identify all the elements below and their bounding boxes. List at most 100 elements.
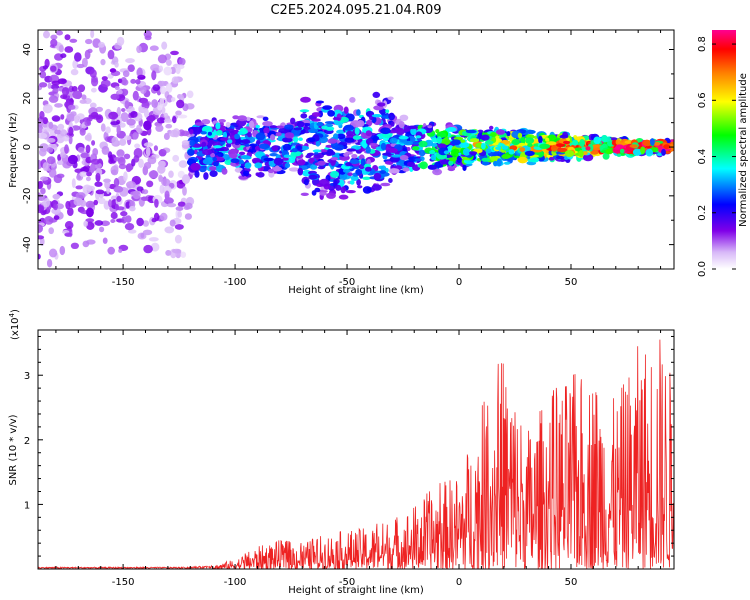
spectrogram-cell [590,150,599,155]
spectrogram-cell [123,153,131,160]
spectrogram-cell [73,197,84,206]
spectrogram-cell [116,124,121,135]
spectrogram-cell [186,90,194,99]
spectrogram-cell [177,114,188,119]
spectrogram-cell [136,67,143,78]
spectrogram-cell [162,185,172,195]
spectrogram-cell [143,120,152,131]
spectrogram-cell [216,129,223,136]
spectrogram-cell [361,139,367,148]
spectrogram-cell [271,145,279,152]
spectrogram-cell [114,204,120,211]
spectrogram-cell [175,206,184,211]
spectrogram-cell [109,154,117,164]
spectrogram-cell [582,151,588,156]
spectrogram-cell [136,45,142,54]
spectrogram-cell [126,181,136,189]
spectrogram-cell [148,114,156,121]
spectrogram-cell [143,30,152,38]
spectrogram-cell [190,162,201,171]
spectrogram-cell [107,49,115,60]
spectrogram-cell [70,242,79,249]
spectrogram-cell [238,175,249,180]
spectrogram-cell [56,173,65,179]
colorbar-tick-label: 0.4 [697,149,708,165]
spectrogram-cell [130,191,140,196]
spectrogram-cell [605,148,613,155]
spectrogram-cell [117,78,123,84]
spectrogram-cell [124,223,135,231]
spectrogram-cell [517,142,526,147]
spectrogram-cell [100,220,111,227]
snr-series [38,339,674,569]
spectrogram-cell [215,122,221,130]
spectrogram-cell [258,143,270,150]
spectrogram-cell [142,220,149,227]
spectrogram-cell [316,121,324,127]
spectrogram-cell [418,149,426,157]
spectrogram-cell [137,74,146,80]
spectrogram-cell [254,145,261,151]
spectrogram-cell [551,144,558,152]
spectrogram-cell [246,116,251,122]
spectrogram-cell [113,157,120,162]
spectrogram-cell [298,137,303,141]
spectrogram-cell [174,78,179,84]
spectrogram-cell [48,227,54,235]
spectrogram-cell [402,147,408,152]
spectrogram-cell [244,162,252,169]
spectrogram-cell [140,86,147,94]
spectrogram-cell [41,127,52,134]
spectrogram-cell [389,137,398,144]
spectrogram-cell [299,109,310,113]
spectrogram-cell [177,210,182,218]
spectrogram-cell [496,158,502,167]
spectrogram-cell [256,139,261,145]
spectrogram-cell [399,114,409,122]
spectrogram-cell [146,180,154,188]
spectrogram-cell [380,182,391,187]
y-tick-label: -20 [22,188,33,204]
spectrogram-cell [460,139,466,143]
y-tick-label: 1 [24,500,30,511]
spectrogram-cell [527,143,533,147]
spectrogram-cell [388,112,395,121]
spectrogram-cell [46,156,56,165]
spectrogram-cell [165,250,172,256]
spectrogram-cell [176,64,185,70]
spectrogram-cell [349,180,355,185]
spectrogram-cell [58,45,64,53]
spectrogram-cell [614,146,622,150]
spectrogram-cell [345,190,356,194]
spectrogram-cell [269,125,278,129]
spectrogram-cell [209,170,218,178]
spectrogram-cell [189,139,195,147]
spectrogram-cell [127,64,135,72]
spectrogram-cell [562,140,571,145]
spectrogram-cell [39,70,47,79]
spectrogram-cell [379,170,387,174]
spectrogram-cell [148,170,159,179]
spectrogram-cell [85,144,91,154]
spectrogram-cell [318,178,330,187]
spectrogram-cell [319,191,327,196]
spectrogram-cell [147,156,157,165]
spectrogram-cell [312,149,322,153]
spectrogram-cell [414,158,422,162]
spectrogram-cell [83,220,88,227]
spectrogram-cell [547,134,557,141]
spectrogram-cell [453,136,463,141]
y-tick-label: 20 [22,92,33,105]
spectrogram-cell [68,135,73,145]
spectrogram-cell [164,190,170,201]
spectrogram-cell [218,119,226,123]
spectrogram-cell [116,36,125,46]
spectrogram-cell [143,142,154,147]
spectrogram-cell [415,135,422,139]
spectrogram-cell [132,132,139,140]
spectrogram-cell [120,88,129,97]
spectrogram-cell [451,139,462,146]
spectrogram-cell [176,99,185,109]
spectrogram-cell [430,154,437,161]
spectrogram-cell [141,196,149,201]
